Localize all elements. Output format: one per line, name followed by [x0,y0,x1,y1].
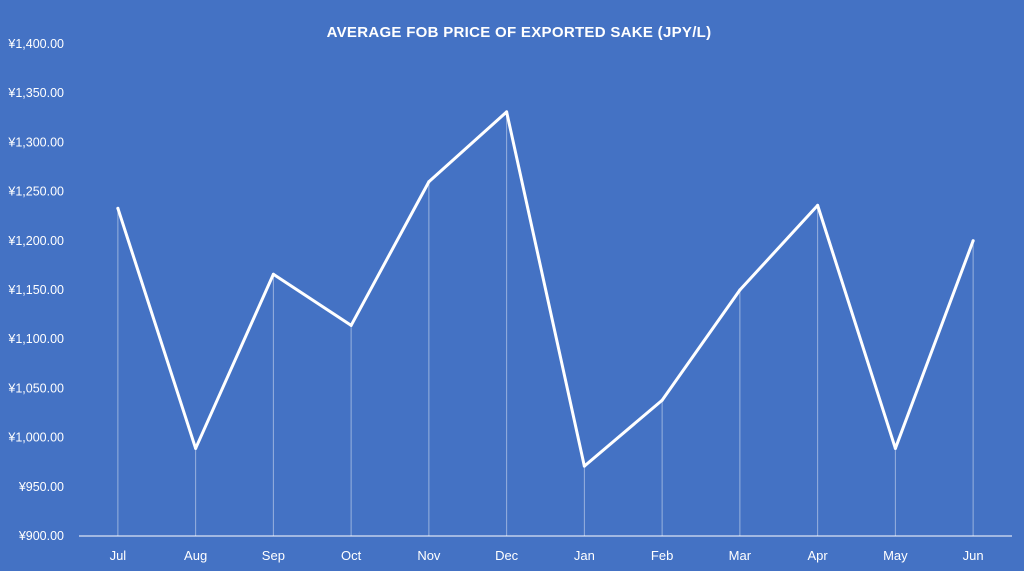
y-tick-label: ¥1,200.00 [7,234,64,248]
y-tick-label: ¥1,300.00 [7,135,64,149]
x-tick-label: Mar [729,548,752,563]
y-tick-label: ¥1,250.00 [7,185,64,199]
x-tick-label: Feb [651,548,673,563]
data-point-apr [816,203,820,207]
data-point-nov [427,180,431,184]
y-tick-label: ¥1,050.00 [7,381,64,395]
x-axis-ticks: Jul Aug Sep Oct Nov Dec Jan Feb Mar Apr May Jun [110,548,984,563]
y-tick-label: ¥1,150.00 [7,283,64,297]
x-tick-label: May [883,548,908,563]
series-group [116,110,975,468]
x-tick-label: Nov [417,548,441,563]
data-point-jun [971,239,975,243]
data-point-mar [738,288,742,292]
y-tick-label: ¥900.00 [18,529,64,543]
y-tick-label: ¥950.00 [18,480,64,494]
y-tick-label: ¥1,400.00 [7,37,64,51]
series-line [116,110,975,468]
x-tick-label: Sep [262,548,285,563]
x-tick-label: Jan [574,548,595,563]
x-tick-label: Jun [963,548,984,563]
data-point-oct [349,323,353,327]
drop-lines [117,111,974,536]
data-point-aug [194,446,198,450]
x-tick-label: Aug [184,548,207,563]
data-point-sep [271,272,275,276]
y-tick-label: ¥1,000.00 [7,431,64,445]
data-point-jan [582,464,586,468]
data-point-jul [116,206,120,210]
x-tick-label: Dec [495,548,519,563]
x-tick-label: Oct [341,548,362,563]
data-point-feb [660,398,664,402]
data-point-may [893,446,897,450]
chart-title: AVERAGE FOB PRICE OF EXPORTED SAKE (JPY/… [327,24,712,41]
x-tick-label: Jul [110,548,127,563]
x-tick-label: Apr [808,548,829,563]
y-tick-label: ¥1,350.00 [7,86,64,100]
data-point-dec [505,110,509,114]
y-tick-label: ¥1,100.00 [7,332,64,346]
y-axis-ticks: ¥900.00 ¥950.00 ¥1,000.00 ¥1,050.00 ¥1,100.0… [7,37,64,543]
